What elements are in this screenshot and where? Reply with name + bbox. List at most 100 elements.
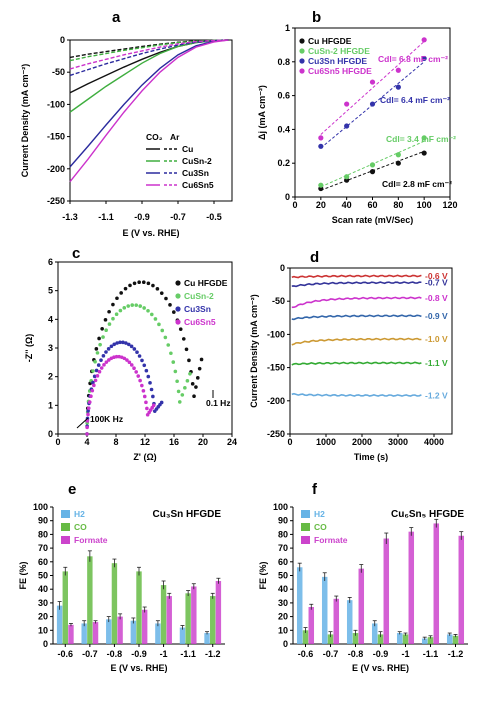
legend-label: CuSn-2 <box>184 291 214 301</box>
y-tick-label: 70 <box>38 543 48 553</box>
nyquist-point <box>140 358 144 363</box>
nyquist-point <box>157 322 161 327</box>
nyquist-point <box>136 374 141 378</box>
data-point <box>318 135 324 141</box>
nyquist-point <box>132 366 136 370</box>
legend-label: Cu <box>182 144 193 154</box>
chart-title: Cu₆Sn₅ HFGDE <box>391 509 464 520</box>
nyquist-point <box>151 403 156 408</box>
nyquist-point <box>118 340 122 345</box>
nyquist-point <box>99 366 104 370</box>
legend-label: Formate <box>314 535 348 545</box>
legend-label: CuSn-2 HFGDE <box>308 46 370 56</box>
bar-co <box>136 571 142 644</box>
nyquist-point <box>146 308 150 313</box>
nyquist-point <box>104 350 108 354</box>
x-tick-label: 0 <box>287 437 292 447</box>
bar-formate <box>141 609 148 644</box>
nyquist-point <box>125 358 129 362</box>
nyquist-point <box>85 432 89 436</box>
nyquist-point <box>127 360 132 365</box>
nyquist-point <box>138 378 142 383</box>
nyquist-point <box>140 383 144 388</box>
nyquist-point <box>149 312 154 317</box>
nyquist-point <box>168 303 172 307</box>
y-tick-label: 60 <box>38 557 48 567</box>
panel-e-fe-bar-chart: 0 10 20 30 40 50 60 70 80 90 100 E (V vs. RHE) FE (%… <box>18 481 225 673</box>
nyquist-point <box>178 327 183 331</box>
y-tick-label: 60 <box>278 557 288 567</box>
y-tick-label: 40 <box>278 584 288 594</box>
lsv-curve-cu6sn5-co2 <box>69 39 229 183</box>
nyquist-point <box>160 328 165 333</box>
nyquist-point <box>101 354 106 358</box>
data-point <box>344 101 350 107</box>
data-point <box>395 160 401 166</box>
bar-h2 <box>421 638 428 644</box>
x-tick-label: -1.3 <box>62 212 78 222</box>
nyquist-point <box>134 303 139 307</box>
bar-formate <box>215 580 222 644</box>
panel-letter: e <box>68 481 76 498</box>
nyquist-point <box>177 400 182 404</box>
y-tick-label: 100 <box>273 502 288 512</box>
bar-co <box>352 633 359 644</box>
bar-formate <box>408 531 415 644</box>
x-tick-label: -0.9 <box>131 649 147 659</box>
y-axis-label: Current Density (mA cm⁻²) <box>249 294 259 407</box>
x-tick-label: 0 <box>55 437 60 447</box>
potential-label: -0.7 V <box>425 278 448 288</box>
y-axis-label: Current Density (mA cm⁻²) <box>20 64 30 177</box>
annotation-arrow <box>76 417 89 429</box>
bar-co <box>111 563 118 644</box>
legend-swatch <box>301 536 310 544</box>
data-point <box>421 55 427 62</box>
nyquist-point <box>107 309 111 314</box>
nyquist-point <box>87 400 92 404</box>
current-trace <box>291 361 422 366</box>
nyquist-point <box>99 358 103 362</box>
bar-co <box>160 585 167 644</box>
nyquist-point <box>124 341 128 345</box>
bar-formate <box>191 586 197 644</box>
nyquist-point <box>114 354 119 359</box>
nyquist-point <box>122 356 127 361</box>
nyquist-point <box>122 306 127 310</box>
data-point <box>421 37 427 43</box>
bar-co <box>402 634 409 644</box>
potential-label: -1.1 V <box>425 358 448 368</box>
potential-label: -0.9 V <box>425 311 448 321</box>
nyquist-point <box>153 317 158 321</box>
bar-h2 <box>130 620 137 644</box>
y-tick-label: -250 <box>267 429 285 439</box>
bar-h2 <box>371 623 378 644</box>
legend-marker <box>299 58 305 64</box>
nyquist-point <box>111 316 115 321</box>
nyquist-point <box>148 381 152 385</box>
panel-b-cdl-chart: 0 0.2 0.4 0.6 0.8 1 0 20 40 60 80 100 120 Scan rate (… <box>257 9 458 225</box>
x-tick-label: 4000 <box>424 437 444 447</box>
bar-co <box>327 634 334 644</box>
y-tick-label: -50 <box>272 296 285 306</box>
bar-formate <box>92 622 99 644</box>
y-tick-label: 3 <box>48 343 53 353</box>
nyquist-point <box>194 385 198 389</box>
nyquist-point <box>159 291 164 295</box>
nyquist-point <box>172 310 176 314</box>
x-tick-label: -0.7 <box>323 649 339 659</box>
y-tick-label: 30 <box>38 598 48 608</box>
panel-letter: d <box>310 249 319 266</box>
plot-frame <box>289 267 453 435</box>
x-tick-label: -0.8 <box>348 649 364 659</box>
bar-co <box>302 630 309 644</box>
nyquist-point <box>199 357 204 362</box>
nyquist-point <box>118 308 123 313</box>
y-tick-label: -150 <box>267 363 285 373</box>
y-tick-label: 100 <box>33 502 48 512</box>
nyquist-point <box>141 389 146 393</box>
bar-formate <box>308 607 315 644</box>
data-point <box>369 79 376 85</box>
x-tick-label: -0.6 <box>298 649 314 659</box>
bar-h2 <box>396 633 403 644</box>
y-tick-label: 0 <box>283 639 288 649</box>
